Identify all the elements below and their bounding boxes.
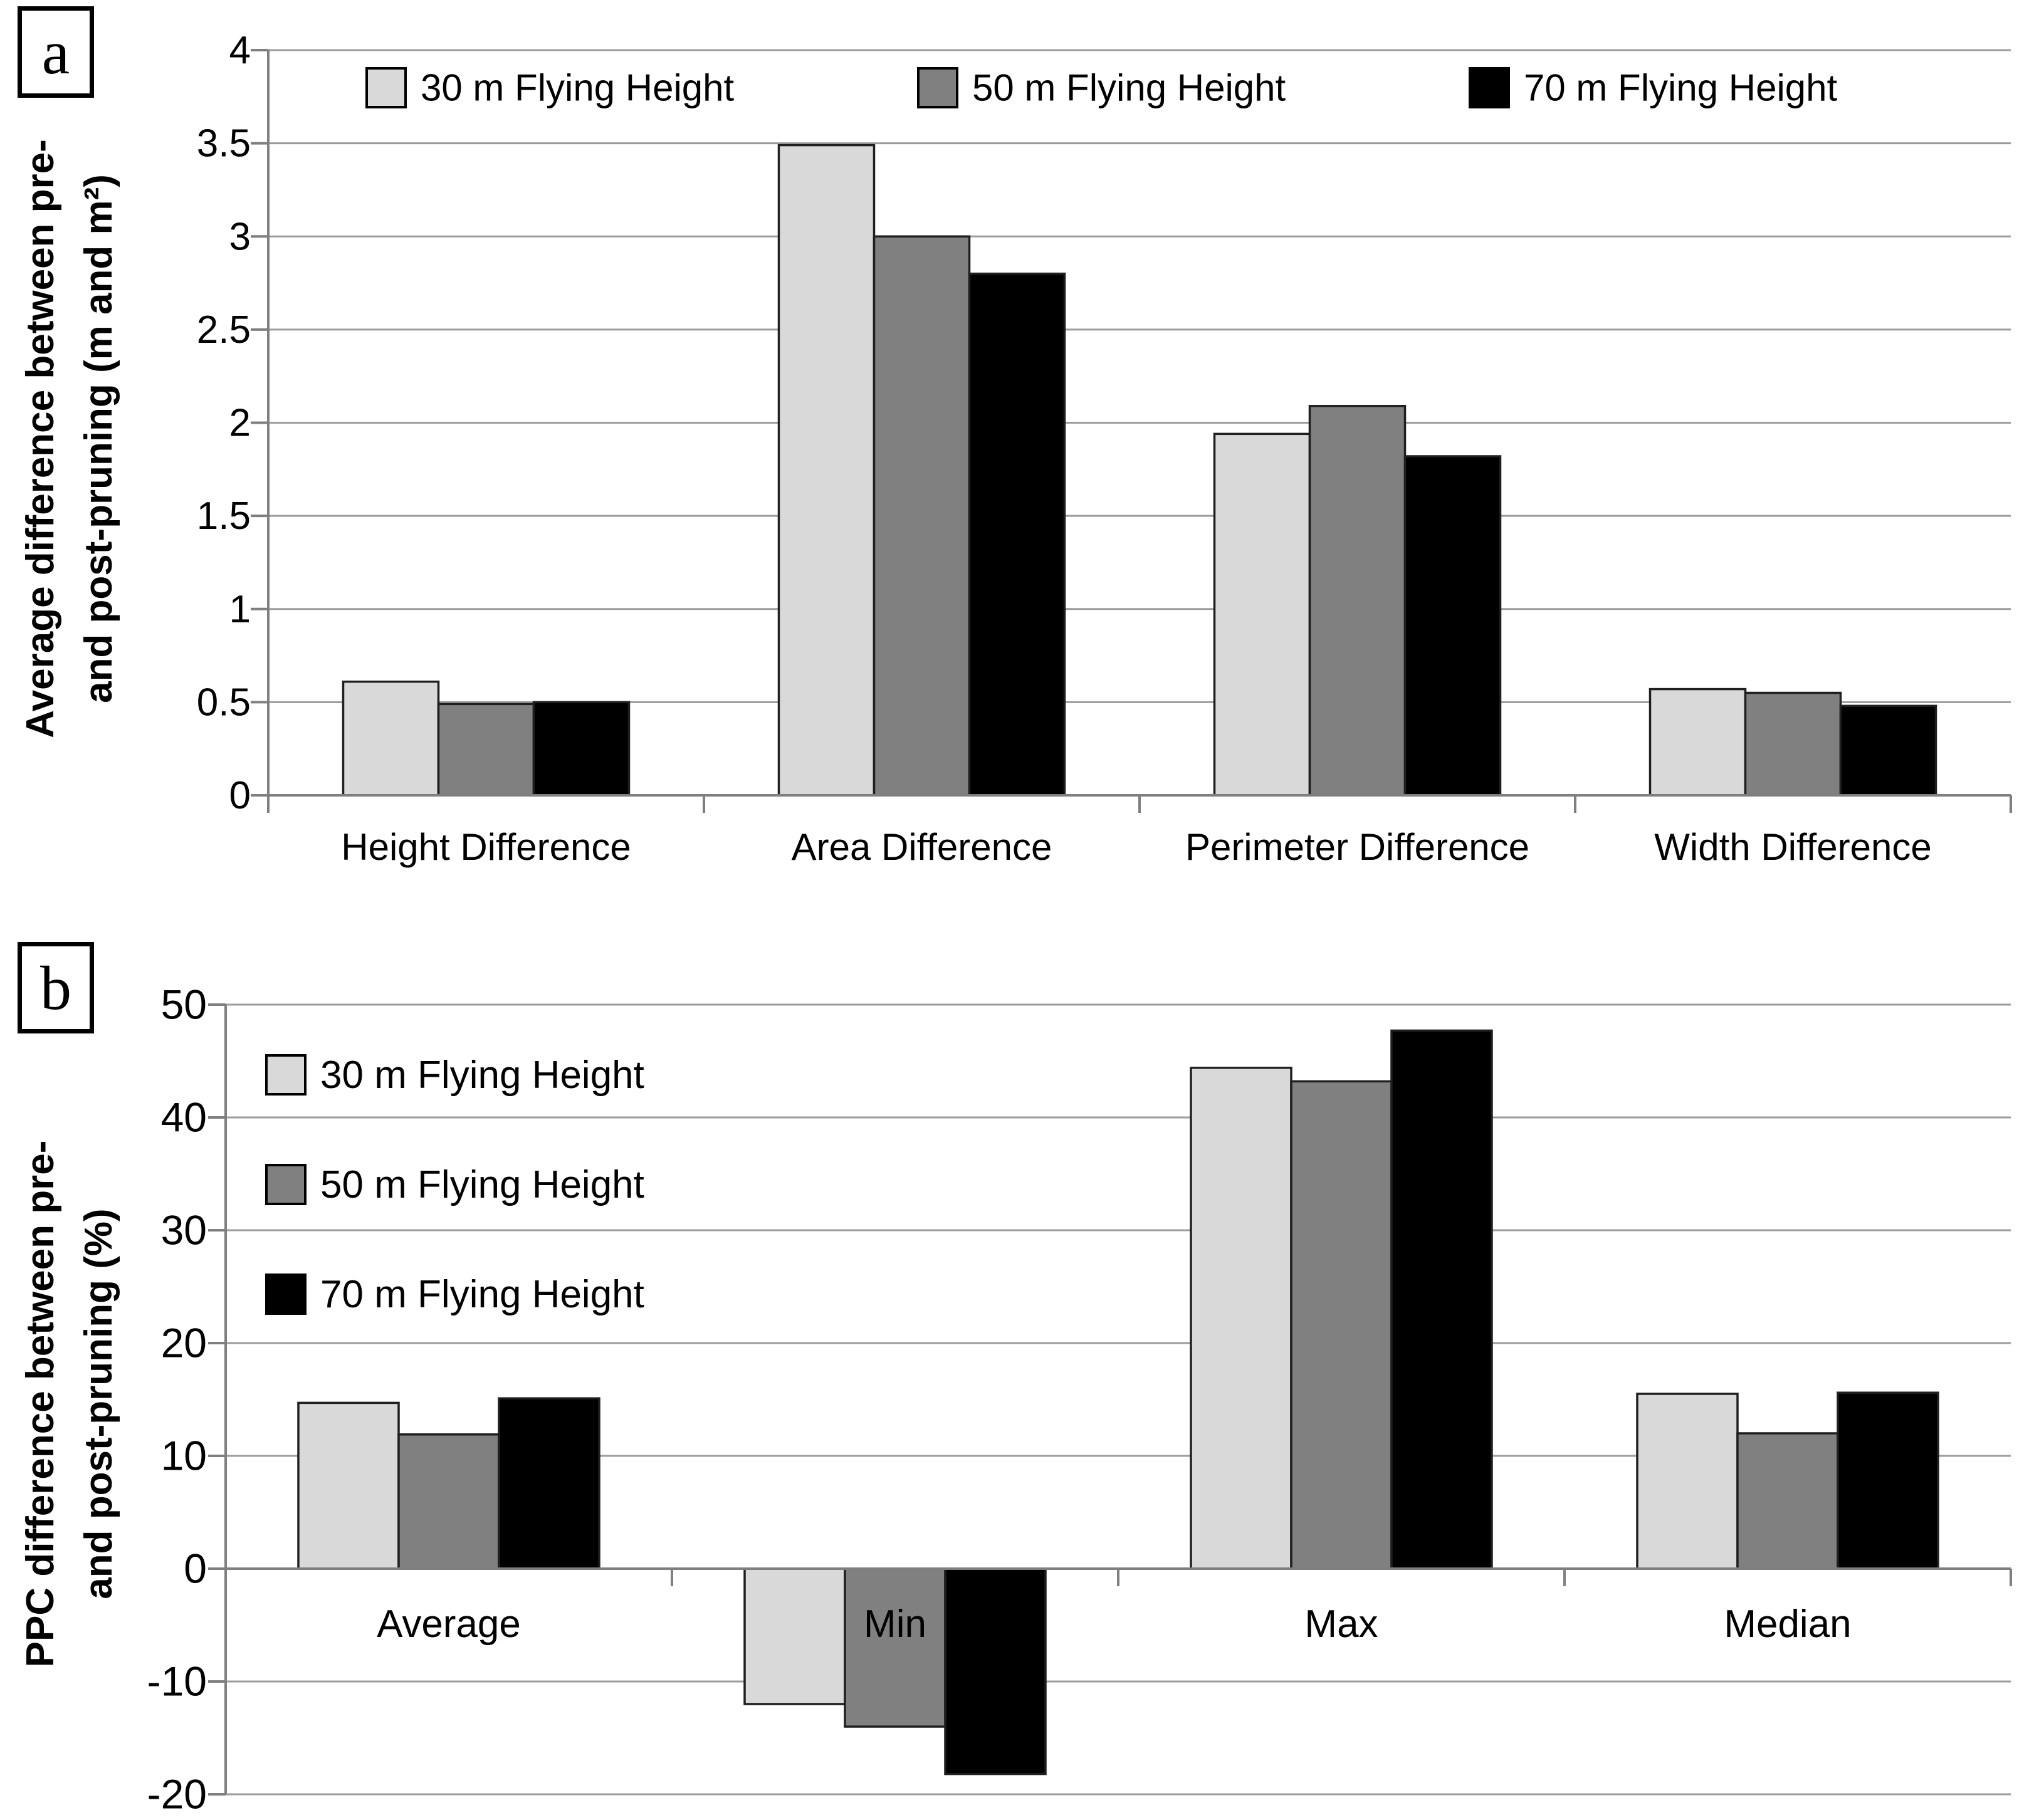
bar [944,1567,1047,1776]
y-tick-label: 3.5 [197,122,251,165]
panel-letter-a: a [41,17,70,87]
bar [777,144,876,797]
bar [342,680,440,797]
legend-label: 30 m Flying Height [421,66,735,108]
panel-label-a: a [18,6,94,98]
x-category-label: Area Difference [792,826,1052,868]
y-tick-label: -10 [147,1658,207,1704]
x-category-label: Min [864,1603,926,1646]
y-tick-label: -20 [147,1770,207,1817]
y-tick-label: 50 [161,981,207,1027]
y-tick-label: 40 [161,1094,207,1140]
legend-swatch [1469,67,1510,108]
y-axis-title-line: PPC difference between pre- [19,1141,62,1668]
bar [1403,455,1502,797]
bar [1390,1029,1493,1570]
x-category-label: Width Difference [1654,826,1931,868]
y-axis-title-line: and post-pruning (m and m²) [77,174,120,703]
legend-label: 70 m Flying Height [1524,66,1838,108]
legend-swatch [265,1054,307,1096]
bar [397,1433,500,1570]
legend-label: 50 m Flying Height [972,66,1286,108]
panel-label-b: b [18,942,94,1033]
x-category-label: Median [1724,1603,1851,1646]
y-tick-label: 3 [229,215,251,258]
y-tick-label: 0 [184,1545,207,1591]
bar [1744,691,1842,797]
y-tick-label: 1.5 [197,494,251,538]
bar [1837,1391,1939,1570]
bar [873,235,971,797]
legend-label: 30 m Flying Height [320,1054,644,1097]
y-tick-label: 2.5 [197,308,251,352]
y-tick-label: 10 [161,1432,207,1478]
x-category-label: Max [1304,1603,1378,1646]
y-axis-title-line: Average difference between pre- [19,139,62,738]
y-tick-label: 2 [229,402,251,445]
legend-swatch [917,67,958,108]
x-category-label: Average [377,1603,521,1646]
bar [1190,1067,1292,1570]
bar [1213,432,1311,797]
legend-label: 70 m Flying Height [320,1273,644,1316]
bar [1736,1432,1839,1570]
y-tick-label: 0.5 [197,681,251,724]
legend-swatch [265,1273,307,1315]
panel-letter-b: b [40,953,71,1023]
bar [1648,688,1747,797]
legend-swatch [365,67,407,108]
bar [1290,1080,1393,1570]
bar [1636,1393,1739,1570]
bar [297,1401,400,1570]
y-tick-label: 0 [229,774,251,817]
legend-swatch [265,1164,307,1205]
bar [532,701,631,797]
y-tick-label: 4 [229,29,251,72]
bar [743,1567,846,1705]
y-tick-label: 30 [161,1206,207,1253]
x-category-label: Perimeter Difference [1185,826,1529,868]
y-tick-label: 20 [161,1319,207,1366]
y-axis-title-line: and post-pruning (%) [77,1208,120,1599]
bar [968,272,1066,797]
bar [1839,704,1937,797]
legend-label: 50 m Flying Height [320,1163,644,1206]
bar [844,1567,946,1728]
bar [498,1397,600,1570]
x-category-label: Height Difference [341,826,631,868]
bar [1308,404,1407,797]
y-tick-label: 1 [229,588,251,631]
bar [437,703,535,797]
